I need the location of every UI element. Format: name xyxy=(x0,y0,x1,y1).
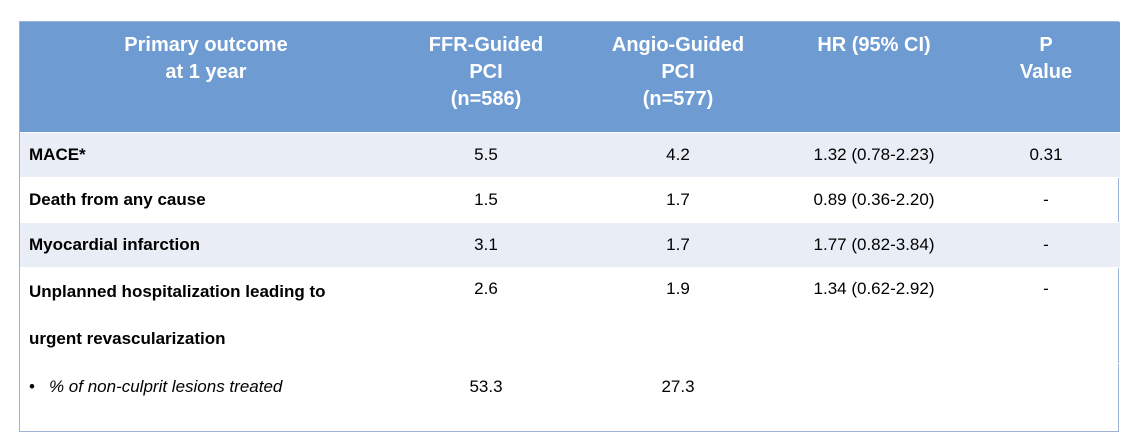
header-p-line2: Value xyxy=(1019,61,1073,83)
row-label: Myocardial infarction xyxy=(20,221,392,267)
header-outcome: Primary outcome at 1 year xyxy=(20,22,392,132)
cell-angio: 27.3 xyxy=(580,362,776,411)
header-angio-line1: Angio-Guided xyxy=(611,34,745,56)
cell-hr xyxy=(776,362,972,411)
header-angio-line2: PCI xyxy=(661,61,695,83)
header-outcome-line2: at 1 year xyxy=(165,61,247,83)
table-row-mi: Myocardial infarction 3.1 1.7 1.77 (0.82… xyxy=(20,221,1120,267)
cell-angio: 1.7 xyxy=(580,221,776,267)
header-row: Primary outcome at 1 year FFR-Guided PCI… xyxy=(20,22,1120,132)
header-hr: HR (95% CI) xyxy=(776,22,972,132)
cell-hr: 1.32 (0.78-2.23) xyxy=(776,131,972,177)
outcome-table-container: Primary outcome at 1 year FFR-Guided PCI… xyxy=(19,21,1120,432)
table-row-non-culprit: • % of non-culprit lesions treated 53.3 2… xyxy=(20,362,1120,411)
row-label-line2: urgent revascularization xyxy=(29,328,226,348)
cell-p xyxy=(972,362,1120,411)
header-hr-line1: HR (95% CI) xyxy=(817,34,931,56)
cell-hr: 1.77 (0.82-3.84) xyxy=(776,221,972,267)
cell-p: 0.31 xyxy=(972,131,1120,177)
cell-ffr: 3.1 xyxy=(392,221,580,267)
header-p-value: P Value xyxy=(972,22,1120,132)
cell-ffr: 53.3 xyxy=(392,362,580,411)
cell-hr: 0.89 (0.36-2.20) xyxy=(776,176,972,222)
header-ffr-line1: FFR-Guided xyxy=(428,34,544,56)
header-p-line1: P xyxy=(1039,34,1053,56)
row-label: Death from any cause xyxy=(20,176,392,222)
cell-angio: 4.2 xyxy=(580,131,776,177)
header-ffr-line2: PCI xyxy=(469,61,503,83)
row-label: MACE* xyxy=(20,131,392,177)
header-angio-line3: (n=577) xyxy=(642,88,714,110)
cell-p: - xyxy=(972,176,1120,222)
cell-angio: 1.9 xyxy=(580,266,776,363)
row-label-text: % of non-culprit lesions treated xyxy=(48,377,283,397)
row-label: Unplanned hospitalization leading to urg… xyxy=(20,266,392,363)
cell-p: - xyxy=(972,266,1120,363)
row-label-line1: Unplanned hospitalization leading to xyxy=(29,281,326,301)
cell-ffr: 2.6 xyxy=(392,266,580,363)
cell-hr: 1.34 (0.62-2.92) xyxy=(776,266,972,363)
cell-ffr: 1.5 xyxy=(392,176,580,222)
cell-p: - xyxy=(972,221,1120,267)
outcome-table: Primary outcome at 1 year FFR-Guided PCI… xyxy=(20,22,1120,411)
cell-angio: 1.7 xyxy=(580,176,776,222)
header-outcome-line1: Primary outcome xyxy=(124,34,288,56)
header-angio: Angio-Guided PCI (n=577) xyxy=(580,22,776,132)
bullet-marker: • xyxy=(29,377,35,397)
table-row-mace: MACE* 5.5 4.2 1.32 (0.78-2.23) 0.31 xyxy=(20,131,1120,177)
row-label: • % of non-culprit lesions treated xyxy=(20,362,392,411)
header-ffr: FFR-Guided PCI (n=586) xyxy=(392,22,580,132)
table-row-death: Death from any cause 1.5 1.7 0.89 (0.36-… xyxy=(20,176,1120,222)
cell-ffr: 5.5 xyxy=(392,131,580,177)
header-ffr-line3: (n=586) xyxy=(450,88,522,110)
table-row-hospitalization: Unplanned hospitalization leading to urg… xyxy=(20,266,1120,363)
